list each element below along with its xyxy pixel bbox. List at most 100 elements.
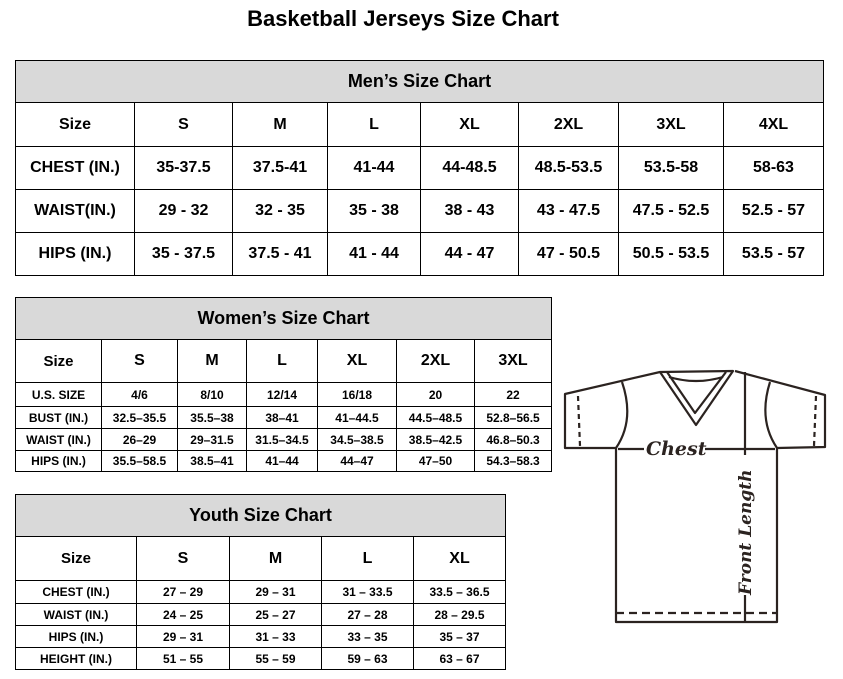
table-cell: 4/6 [101,382,178,407]
table-cell: 27 – 28 [321,603,414,626]
size-header-row: Size S M L XL 2XL 3XL 4XL [15,102,824,147]
table-cell: 53.5-58 [618,146,724,190]
table-cell: 35 – 37 [412,625,507,648]
table-cell: 54.3–58.3 [473,450,553,472]
table-cell: 41–44.5 [317,406,397,429]
table-cell: 38.5–41 [177,450,247,472]
table-cell: 29 - 32 [134,189,233,233]
row-label: Size [15,536,137,581]
table-cell: 20 [396,382,475,407]
row-label: Size [15,102,135,147]
size-header: M [229,536,322,581]
row-label: Size [15,339,102,383]
table-row: WAIST (IN.) 26–29 29–31.5 31.5–34.5 34.5–38.… [15,428,553,451]
row-label: CHEST (IN.) [15,146,135,190]
table-cell: 52.5 - 57 [723,189,824,233]
table-cell: 31 – 33 [229,625,322,648]
table-cell: 12/14 [246,382,318,407]
table-cell: 63 – 67 [412,647,507,670]
table-cell: 53.5 - 57 [723,232,824,276]
row-label: U.S. SIZE [15,382,102,407]
table-cell: 35.5–38 [177,406,247,429]
table-row: HEIGHT (IN.) 51 – 55 55 – 59 59 – 63 63 – 67 [15,647,507,670]
table-row: HIPS (IN.) 29 – 31 31 – 33 33 – 35 35 – 37 [15,625,507,648]
table-cell: 33.5 – 36.5 [412,580,507,604]
v-neck-inner [666,371,727,415]
size-header: 3XL [473,339,553,383]
size-header: S [101,339,178,383]
size-header: L [321,536,414,581]
table-cell: 38 - 43 [420,189,519,233]
table-cell: 38.5–42.5 [396,428,475,451]
row-label: HIPS (IN.) [15,232,135,276]
row-label: HIPS (IN.) [15,625,137,648]
table-cell: 32 - 35 [232,189,328,233]
table-cell: 55 – 59 [229,647,322,670]
size-header: XL [412,536,507,581]
men-chart-heading: Men’s Size Chart [15,60,824,103]
table-cell: 47–50 [396,450,475,472]
womens-size-table: Women’s Size Chart Size S M L XL 2XL 3XL U.S. SI… [14,297,553,472]
mens-size-table: Men’s Size Chart Size S M L XL 2XL 3XL 4XL CHEST … [15,60,824,276]
table-cell: 51 – 55 [136,647,230,670]
table-cell: 35.5–58.5 [101,450,178,472]
left-sleeve-dashes [576,395,582,447]
size-header: M [177,339,247,383]
size-header: 4XL [723,102,824,147]
table-cell: 22 [473,382,553,407]
table-cell: 44.5–48.5 [396,406,475,429]
table-cell: 16/18 [317,382,397,407]
table-cell: 41–44 [246,450,318,472]
table-cell: 26–29 [101,428,178,451]
row-label: HEIGHT (IN.) [15,647,137,670]
table-row: CHEST (IN.) 35-37.5 37.5-41 41-44 44-48.5 48.… [15,146,824,190]
size-header-row: Size S M L XL 2XL 3XL [15,339,553,383]
right-sleeve-dashes [812,395,818,447]
table-cell: 8/10 [177,382,247,407]
row-label: HIPS (IN.) [15,450,102,472]
size-header-row: Size S M L XL [15,536,507,581]
table-cell: 52.8–56.5 [473,406,553,429]
row-label: BUST (IN.) [15,406,102,429]
page-title: Basketball Jerseys Size Chart [247,6,559,31]
youth-size-table: Youth Size Chart Size S M L XL CHEST (IN.) 27 –… [14,494,507,670]
jersey-diagram: Chest Front Length [563,369,827,624]
table-cell: 31.5–34.5 [246,428,318,451]
size-header: M [232,102,328,147]
front-length-label: Front Length [736,470,756,596]
table-cell: 35 - 38 [327,189,421,233]
table-cell: 44–47 [317,450,397,472]
table-cell: 29–31.5 [177,428,247,451]
table-cell: 24 – 25 [136,603,230,626]
table-cell: 34.5–38.5 [317,428,397,451]
table-cell: 35-37.5 [134,146,233,190]
row-label: CHEST (IN.) [15,580,137,604]
table-cell: 44 - 47 [420,232,519,276]
table-cell: 37.5-41 [232,146,328,190]
size-header: 3XL [618,102,724,147]
table-cell: 37.5 - 41 [232,232,328,276]
table-cell: 27 – 29 [136,580,230,604]
size-header: S [136,536,230,581]
table-cell: 43 - 47.5 [518,189,619,233]
left-armhole [615,381,629,449]
shirt-outline [563,369,827,624]
table-row: BUST (IN.) 32.5–35.5 35.5–38 38–41 41–44.5 44… [15,406,553,429]
table-cell: 38–41 [246,406,318,429]
table-cell: 48.5-53.5 [518,146,619,190]
table-row: HIPS (IN.) 35.5–58.5 38.5–41 41–44 44–47 47–5… [15,450,553,472]
row-label: WAIST (IN.) [15,603,137,626]
table-cell: 50.5 - 53.5 [618,232,724,276]
size-header: L [246,339,318,383]
table-cell: 41-44 [327,146,421,190]
table-cell: 33 – 35 [321,625,414,648]
youth-chart-heading: Youth Size Chart [14,494,507,537]
chest-label: Chest [646,438,707,460]
table-cell: 47.5 - 52.5 [618,189,724,233]
table-cell: 25 – 27 [229,603,322,626]
table-cell: 31 – 33.5 [321,580,414,604]
table-row: WAIST(IN.) 29 - 32 32 - 35 35 - 38 38 - 43 43… [15,189,824,233]
table-cell: 59 – 63 [321,647,414,670]
right-armhole [764,381,778,449]
table-cell: 32.5–35.5 [101,406,178,429]
